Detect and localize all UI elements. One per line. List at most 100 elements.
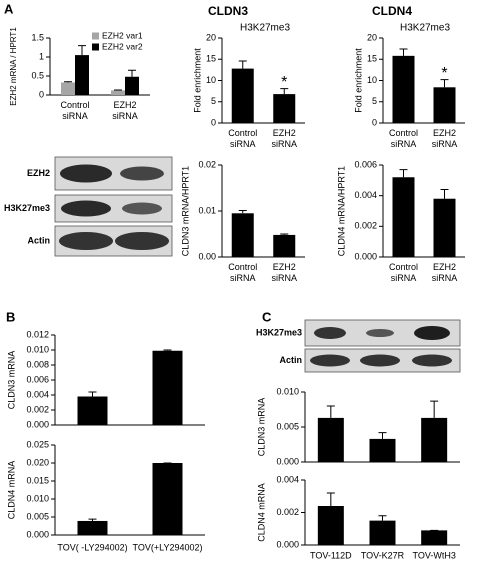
y-tick-label: 0.00 [198,251,216,261]
panel-label: A [4,1,14,16]
y-tick-label: 0 [372,117,377,127]
x-tick-label: TOV-WtH3 [412,550,455,560]
bar [421,417,448,462]
y-tick-label: 0.002 [354,221,377,231]
y-tick-label: 0.000 [276,539,299,549]
x-tick-label: EZH2 siRNA [432,262,458,283]
bar [392,55,415,123]
blot-label: H3K27me3 [256,327,302,337]
blot-label: EZH2 [27,168,50,178]
bar [273,234,296,257]
y-tick-label: 0.000 [26,529,49,539]
y-tick-label: 0.005 [276,421,299,431]
y-tick-label: 0.008 [26,359,49,369]
y-tick-label: 20 [206,32,216,42]
x-tick-label: TOV-K27R [361,550,405,560]
y-tick-label: 0.002 [276,507,299,517]
error-bar [238,210,247,214]
chart-title: CLDN4 [372,4,412,18]
y-tick-label: 10 [367,75,377,85]
bar [317,506,344,545]
x-tick-label: Control siRNA [228,128,257,149]
bar [273,94,296,123]
error-bar [399,169,408,178]
y-tick-label: 0.002 [26,404,49,414]
blot-label: Actin [280,355,303,365]
error-bar [78,45,86,56]
blot-band [366,329,394,337]
chart-subtitle: H3K27me3 [240,23,290,34]
blot-band [59,232,113,250]
error-bar [378,432,387,439]
y-tick-label: 0.004 [354,190,377,200]
y-tick-label: 0.01 [198,205,216,215]
y-axis-label: CLDN3 mRNA [256,398,266,457]
annotation: * [281,74,287,91]
y-tick-label: 0.010 [26,493,49,503]
blot-band [412,354,452,367]
bar [152,350,183,425]
bar [317,417,344,462]
y-tick-label: 0.000 [354,251,377,261]
y-tick-label: 0.025 [26,439,49,449]
error-bar [280,88,289,95]
legend-label: EZH2 var1 [102,30,143,40]
blot-band [120,166,164,181]
y-tick-label: 0 [39,89,44,99]
y-tick-label: 0.004 [26,389,49,399]
blot-label: Actin [28,235,51,245]
x-tick-label: Control siRNA [228,262,257,283]
bar [77,520,108,535]
error-bar [88,518,97,521]
bar [77,396,108,425]
bar [61,82,75,95]
error-bar [326,492,335,506]
blot-band [60,164,112,183]
y-tick-label: 0.010 [26,344,49,354]
x-tick-label: TOV-112D [310,550,352,560]
x-tick-label: Control siRNA [60,100,89,121]
error-bar [280,233,289,235]
bar [231,68,254,123]
bar [369,438,396,462]
panel-label: C [262,309,272,324]
y-tick-label: 0.015 [26,475,49,485]
y-tick-label: 0.004 [276,474,299,484]
y-axis-label: CLDN3 mRNA [6,351,16,410]
y-tick-label: 15 [206,54,216,64]
error-bar [163,349,172,351]
panel-label: B [6,309,15,324]
bar [421,530,448,545]
y-tick-label: 1 [39,51,44,61]
bar [369,520,396,545]
x-tick-label: EZH2 siRNA [432,128,458,149]
y-tick-label: 0.5 [31,70,44,80]
x-tick-label: EZH2 siRNA [112,100,138,121]
bar [111,90,125,95]
blot-label: H3K27me3 [4,203,50,213]
bar [75,55,89,95]
y-tick-label: 0.000 [26,419,49,429]
bar [433,87,456,123]
x-tick-label: EZH2 siRNA [271,262,297,283]
y-tick-label: 5 [211,96,216,106]
legend-swatch [92,32,99,40]
y-axis-label: CLDN3 mRNA/HPRT1 [180,166,190,256]
y-axis-label: Fold enrichment [192,48,202,113]
bar [231,213,254,257]
blot-band [61,200,111,217]
legend-swatch [92,43,99,51]
y-tick-label: 0.02 [198,159,216,169]
blot-band [310,354,350,367]
chart-title: CLDN3 [208,4,248,18]
error-bar [88,391,97,397]
x-tick-label: Control siRNA [389,128,418,149]
y-tick-label: 1.5 [31,32,44,42]
error-bar [64,81,72,83]
y-axis-label: CLDN4 mRNA [6,461,16,520]
y-tick-label: 0.012 [26,329,49,339]
error-bar [430,400,439,418]
error-bar [238,60,247,69]
bar [433,198,456,257]
